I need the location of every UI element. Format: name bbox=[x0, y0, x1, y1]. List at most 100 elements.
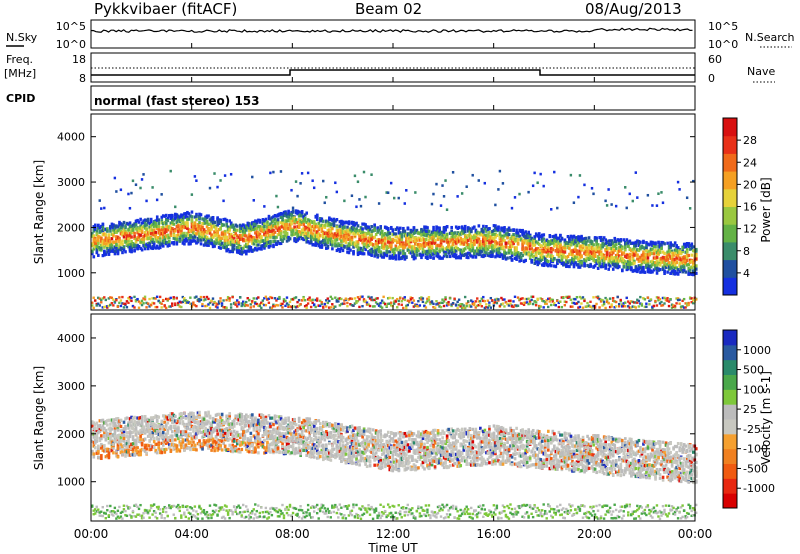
power-cell bbox=[367, 239, 370, 243]
power-cell bbox=[213, 225, 216, 229]
power-cell bbox=[414, 239, 417, 243]
power-cell bbox=[139, 224, 142, 228]
power-cell bbox=[539, 251, 543, 256]
power-cell bbox=[211, 303, 215, 306]
power-cell bbox=[323, 240, 327, 244]
power-cell bbox=[625, 206, 628, 210]
power-cell bbox=[365, 303, 369, 306]
power-cell bbox=[166, 236, 170, 240]
power-cell bbox=[161, 239, 165, 243]
power-cell bbox=[571, 251, 574, 255]
power-cell bbox=[403, 256, 407, 261]
power-cell bbox=[518, 298, 521, 301]
power-cell bbox=[155, 238, 159, 242]
power-cell bbox=[121, 242, 124, 247]
power-cell bbox=[399, 249, 402, 253]
power-cell bbox=[279, 304, 283, 307]
power-cell bbox=[164, 297, 168, 301]
power-cell bbox=[358, 237, 361, 242]
power-cell bbox=[531, 295, 535, 298]
power-cell bbox=[332, 221, 336, 225]
power-cell bbox=[426, 300, 429, 303]
power-cell bbox=[584, 305, 588, 308]
power-cell bbox=[356, 248, 360, 252]
power-cell bbox=[130, 247, 133, 251]
power-cell bbox=[110, 222, 114, 226]
power-cell bbox=[175, 242, 179, 246]
power-cell bbox=[109, 225, 112, 229]
power-cell bbox=[243, 230, 247, 234]
power-cell bbox=[666, 241, 669, 245]
power-cell bbox=[634, 171, 637, 174]
power-cell bbox=[409, 240, 413, 244]
power-cell bbox=[534, 233, 538, 237]
power-cell bbox=[136, 227, 139, 231]
power-cell bbox=[405, 234, 408, 238]
power-cell bbox=[290, 305, 293, 309]
power-cell bbox=[485, 225, 488, 229]
power-cell bbox=[533, 171, 536, 175]
power-cell bbox=[263, 205, 266, 208]
power-cell bbox=[235, 241, 239, 245]
power-cell bbox=[515, 304, 518, 307]
power-cell bbox=[569, 234, 573, 238]
power-cell bbox=[435, 254, 438, 258]
power-cell bbox=[421, 247, 425, 251]
power-cell bbox=[211, 215, 215, 220]
power-cell bbox=[305, 234, 309, 238]
power-cell bbox=[287, 209, 290, 213]
power-cell bbox=[100, 239, 103, 243]
power-cell bbox=[566, 234, 570, 239]
power-cell bbox=[157, 218, 161, 222]
power-cell bbox=[95, 239, 99, 243]
power-cell bbox=[164, 225, 168, 230]
power-cell bbox=[406, 232, 410, 236]
power-cell bbox=[566, 246, 570, 250]
power-cell bbox=[388, 296, 391, 300]
power-cell bbox=[122, 235, 126, 239]
power-cell bbox=[100, 229, 103, 233]
power-cell bbox=[121, 239, 124, 243]
power-cell bbox=[315, 230, 319, 234]
power-cell bbox=[510, 305, 514, 308]
power-cell bbox=[619, 298, 622, 302]
cpid-value: normal (fast stereo) 153 bbox=[94, 94, 260, 108]
power-cell bbox=[329, 306, 332, 309]
power-cell bbox=[214, 242, 218, 246]
power-cell bbox=[383, 225, 387, 229]
power-cell bbox=[122, 228, 126, 232]
power-cell bbox=[640, 304, 644, 307]
power-cell bbox=[254, 231, 257, 235]
power-cell bbox=[427, 235, 431, 239]
power-cell bbox=[248, 229, 251, 233]
power-cell bbox=[415, 247, 419, 251]
power-cell bbox=[441, 235, 444, 239]
power-cell bbox=[266, 241, 269, 246]
power-cell bbox=[456, 240, 460, 244]
power-cell bbox=[525, 242, 529, 246]
power-cell bbox=[246, 245, 250, 249]
power-cell bbox=[394, 257, 398, 261]
power-cell bbox=[220, 302, 224, 305]
power-cell bbox=[429, 302, 432, 306]
power-cell bbox=[172, 296, 175, 299]
power-cell bbox=[285, 233, 289, 237]
power-cell bbox=[439, 236, 443, 240]
power-cell bbox=[399, 297, 402, 300]
power-cell bbox=[352, 249, 355, 254]
power-cell bbox=[550, 254, 553, 258]
power-cell bbox=[402, 229, 405, 233]
power-cell bbox=[374, 251, 378, 255]
power-cell bbox=[373, 254, 376, 258]
power-cell bbox=[362, 170, 366, 174]
power-cell bbox=[418, 253, 422, 257]
power-cell bbox=[507, 250, 511, 254]
power-cell bbox=[319, 304, 322, 308]
power-cell bbox=[133, 248, 136, 252]
power-cell bbox=[530, 260, 534, 264]
power-cell bbox=[151, 297, 154, 300]
power-cell bbox=[122, 231, 126, 235]
power-cell bbox=[113, 227, 117, 231]
power-cell bbox=[474, 235, 478, 240]
power-cell bbox=[512, 300, 515, 303]
